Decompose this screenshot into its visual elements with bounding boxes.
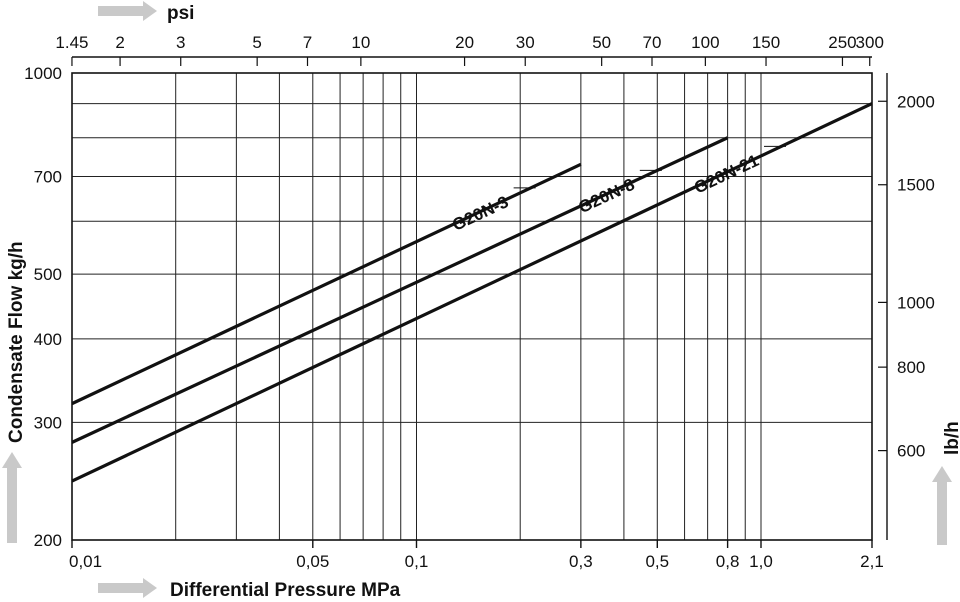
series-line [71, 162, 582, 406]
x-arrow-icon [98, 578, 157, 598]
y2-axis-title: lb/h [942, 421, 960, 455]
y-tick-label: 500 [34, 265, 62, 284]
grid-lines [72, 73, 872, 540]
x2-tick-label: 5 [252, 33, 261, 52]
y-axis-title: Condensate Flow kg/h [6, 241, 27, 443]
x2-arrow-icon [98, 1, 157, 21]
y-tick-labels: 200 300 400 500 700 1000 [24, 64, 62, 550]
x2-tick-label: 300 [856, 33, 884, 52]
x2-axis-title: psi [167, 3, 194, 24]
x2-tick-label: 20 [455, 33, 474, 52]
x2-tick-label: 150 [752, 33, 780, 52]
series-label: G20N-21 [691, 151, 761, 198]
x-tick-label: 0,8 [716, 552, 740, 571]
x-tick-labels: 0,01 0,05 0,1 0,3 0,5 0,8 1,0 2,1 [69, 540, 884, 571]
series-label-group: G20N-21 [691, 151, 761, 198]
y2-tick-labels: 600 800 1000 1500 2000 [878, 73, 935, 540]
series-line [71, 136, 729, 444]
y2-tick-label: 800 [897, 358, 925, 377]
x2-tick-label: 7 [303, 33, 312, 52]
x2-tick-label: 30 [516, 33, 535, 52]
y2-arrow-icon [932, 466, 952, 545]
x-tick-label: 0,5 [645, 552, 669, 571]
y-tick-label: 1000 [24, 64, 62, 83]
series-label: G20N-3 [449, 192, 511, 235]
series-line [71, 102, 873, 483]
x2-tick-label: 100 [691, 33, 719, 52]
y-tick-label: 200 [34, 531, 62, 550]
x-tick-label: 0,1 [405, 552, 429, 571]
x-tick-label: 0,05 [296, 552, 329, 571]
y2-tick-label: 1000 [897, 293, 935, 312]
y-tick-label: 700 [34, 167, 62, 186]
series-label-group: G20N-3 [449, 192, 511, 235]
plot-frame [71, 72, 873, 541]
y-arrow-icon [2, 452, 22, 543]
y2-tick-label: 2000 [897, 92, 935, 111]
x2-tick-label: 1.45 [55, 33, 88, 52]
y2-tick-label: 600 [897, 442, 925, 461]
x2-tick-label: 3 [176, 33, 185, 52]
x2-tick-label: 2 [115, 33, 124, 52]
x-tick-label: 1,0 [749, 552, 773, 571]
y-tick-label: 300 [34, 413, 62, 432]
x-tick-label: 0,3 [569, 552, 593, 571]
x2-tick-label: 250 [828, 33, 856, 52]
y2-tick-label: 1500 [897, 176, 935, 195]
x-tick-label: 2,1 [860, 552, 884, 571]
x2-tick-label: 70 [643, 33, 662, 52]
series-label-group: G20N-8 [576, 175, 638, 217]
x2-tick-label: 10 [351, 33, 370, 52]
series-lines: G20N-3 G20N-8 G20N-21 [71, 102, 873, 483]
x2-tick-label: 50 [592, 33, 611, 52]
y-tick-label: 400 [34, 330, 62, 349]
series-label: G20N-8 [576, 175, 638, 217]
x-tick-label: 0,01 [69, 552, 102, 571]
x-axis-title: Differential Pressure MPa [170, 580, 401, 601]
